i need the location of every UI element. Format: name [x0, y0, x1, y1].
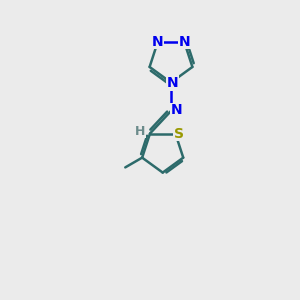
- Text: N: N: [179, 35, 190, 49]
- Text: S: S: [174, 127, 184, 140]
- Text: N: N: [171, 103, 182, 117]
- Text: N: N: [152, 35, 163, 49]
- Text: N: N: [167, 76, 178, 90]
- Text: H: H: [135, 124, 146, 138]
